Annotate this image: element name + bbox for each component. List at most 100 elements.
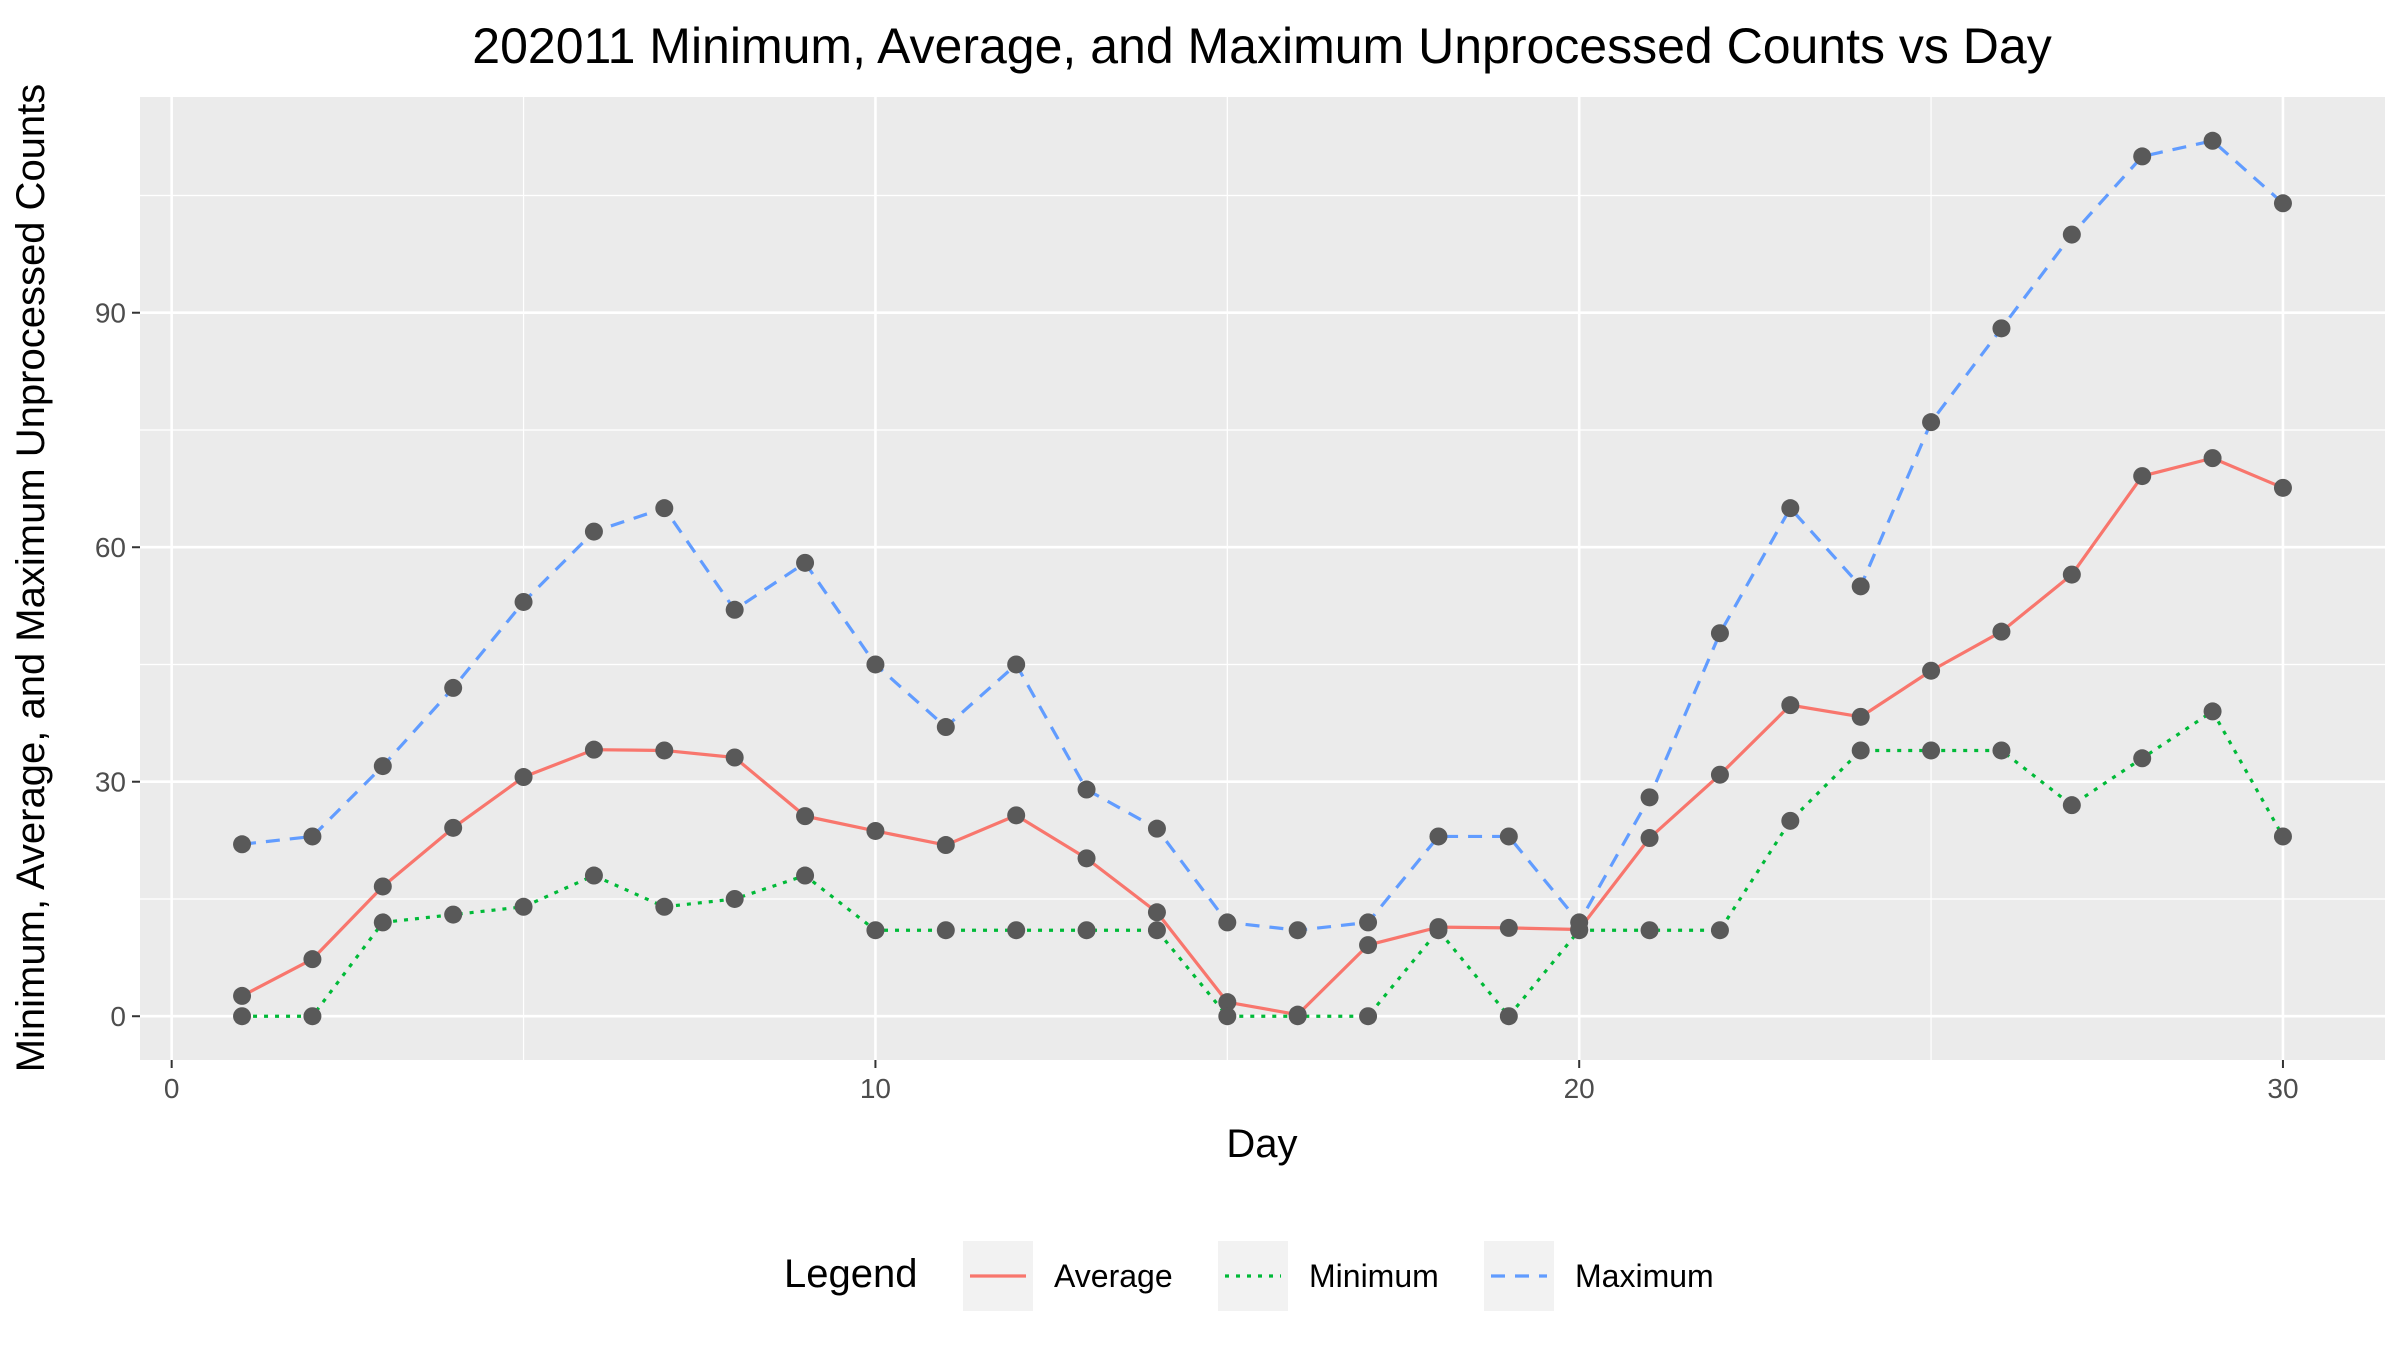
data-point-minimum [1922,741,1941,760]
data-point-maximum [1147,819,1166,838]
data-point-maximum [2273,194,2292,213]
y-tick-label: 90 [95,298,126,329]
data-point-minimum [655,897,674,916]
x-tick-label: 0 [164,1073,180,1104]
y-axis: 0 30 60 90 [95,298,140,1032]
data-point-maximum [1077,780,1096,799]
data-point-minimum [584,866,603,885]
data-point-minimum [1007,921,1026,940]
data-point-average [1359,936,1378,955]
data-point-average [1218,993,1237,1012]
data-point-minimum [1851,741,1870,760]
data-point-minimum [233,1007,252,1026]
data-point-average [1922,661,1941,680]
chart-title: 202011 Minimum, Average, and Maximum Unp… [472,18,2051,74]
data-point-average [1781,696,1800,715]
legend-items: Average Minimum Maximum [963,1241,1714,1311]
data-point-maximum [1429,827,1448,846]
data-point-minimum [725,889,744,908]
data-point-maximum [2133,147,2152,166]
legend-label: Average [1054,1258,1173,1294]
data-point-maximum [1992,319,2011,338]
data-point-average [2273,478,2292,497]
data-point-average [796,807,815,826]
data-point-minimum [303,1007,322,1026]
data-point-maximum [936,718,955,737]
data-point-average [1077,849,1096,868]
y-tick-label: 60 [95,532,126,563]
x-tick-label: 20 [1564,1073,1595,1104]
data-point-maximum [1851,577,1870,596]
data-point-minimum [1288,1007,1307,1026]
data-point-maximum [514,592,533,611]
x-tick-label: 30 [2267,1073,2298,1104]
data-point-maximum [655,499,674,518]
major-grid [140,97,2385,1060]
data-point-average [936,836,955,855]
x-tick-label: 10 [860,1073,891,1104]
data-point-average [2133,467,2152,486]
data-point-minimum [1710,921,1729,940]
data-point-minimum [2273,827,2292,846]
data-point-maximum [444,678,463,697]
data-point-minimum [936,921,955,940]
data-point-maximum [1288,921,1307,940]
series-lines [241,139,2285,1018]
data-point-average [1992,622,2011,641]
legend-item-minimum: Minimum [1218,1241,1439,1311]
data-point-average [2203,449,2222,468]
data-point-maximum [303,827,322,846]
data-point-average [1007,806,1026,825]
minor-grid [140,97,2385,1060]
data-point-average [2062,565,2081,584]
data-point-minimum [796,866,815,885]
data-point-average [373,877,392,896]
series-line-minimum [242,709,2285,1018]
data-point-minimum [2203,702,2222,721]
data-point-minimum [1147,921,1166,940]
data-point-average [655,741,674,760]
data-point-average [1710,765,1729,784]
legend-title: Legend [784,1252,917,1296]
data-point-average [1499,918,1518,937]
data-point-average [866,821,885,840]
data-point-maximum [796,553,815,572]
data-point-average [1851,707,1870,726]
data-point-minimum [2062,796,2081,815]
legend-item-average: Average [963,1241,1173,1311]
data-point-average [1147,903,1166,922]
data-point-minimum [1429,921,1448,940]
series-line-average [241,456,2284,1017]
data-point-minimum [2133,749,2152,768]
data-point-minimum [1781,811,1800,830]
data-point-minimum [444,905,463,924]
y-tick-label: 30 [95,767,126,798]
series-line-maximum [241,139,2285,932]
data-point-maximum [1922,413,1941,432]
x-axis: 0 10 20 30 [164,1060,2299,1104]
data-point-maximum [1007,655,1026,674]
data-point-minimum [1640,921,1659,940]
data-point-average [444,818,463,837]
data-point-maximum [1359,913,1378,932]
data-point-maximum [2203,131,2222,150]
legend-item-maximum: Maximum [1484,1241,1714,1311]
data-point-minimum [1499,1007,1518,1026]
data-point-minimum [514,897,533,916]
data-point-maximum [1570,913,1589,932]
data-point-average [233,986,252,1005]
data-point-maximum [1499,827,1518,846]
data-point-average [303,950,322,969]
data-point-maximum [373,757,392,776]
data-point-minimum [373,913,392,932]
legend-label: Maximum [1575,1258,1714,1294]
legend-key [1218,1241,1288,1311]
data-point-minimum [1992,741,2011,760]
data-point-maximum [866,655,885,674]
y-tick-label: 0 [110,1001,126,1032]
data-point-minimum [1077,921,1096,940]
data-point-maximum [2062,225,2081,244]
legend: Legend Average Minimum Maximum [784,1241,1714,1311]
data-point-minimum [1359,1007,1378,1026]
